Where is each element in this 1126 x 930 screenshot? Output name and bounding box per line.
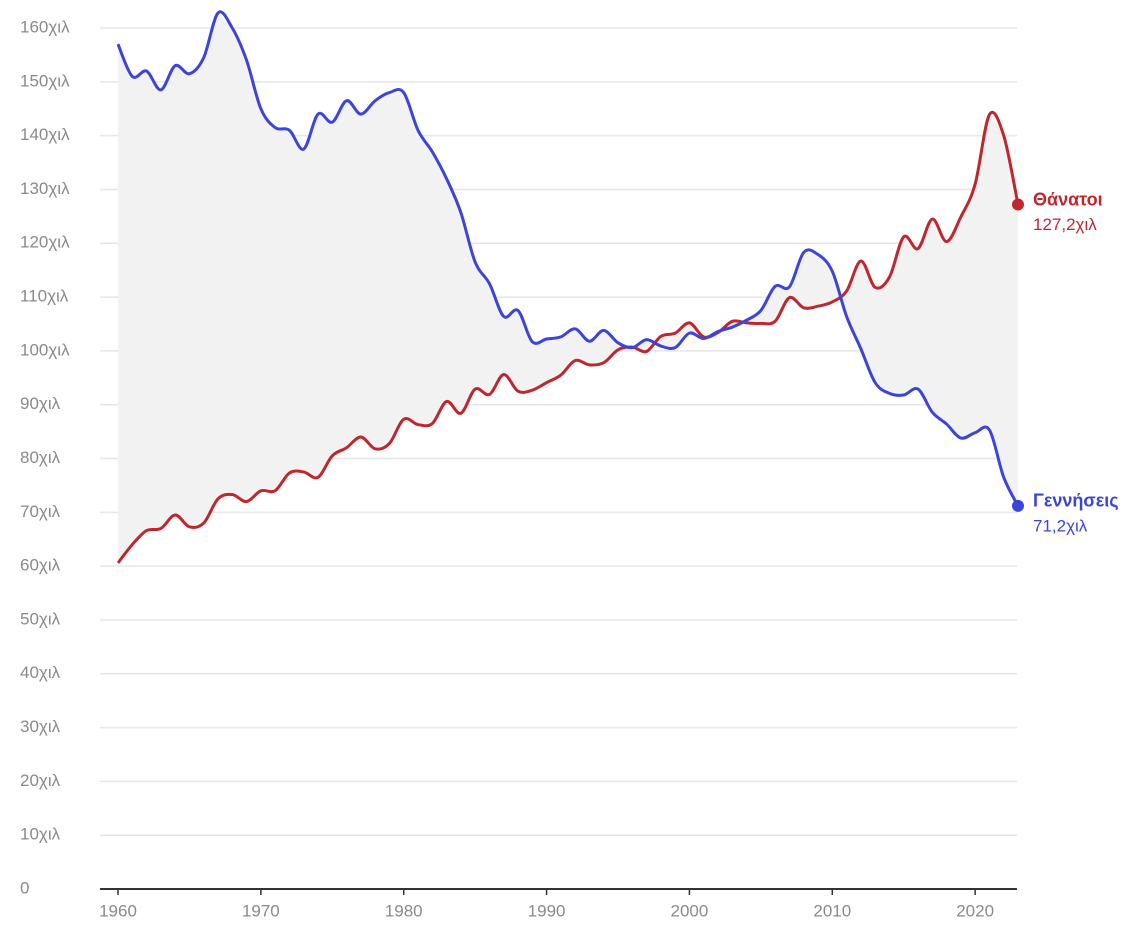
x-tick-label: 1970 — [242, 901, 280, 920]
x-tick-label: 1960 — [99, 901, 137, 920]
x-tick-label: 2000 — [671, 901, 709, 920]
y-tick-label: 30χιλ — [20, 717, 61, 736]
y-tick-label: 130χιλ — [20, 179, 70, 198]
y-tick-label: 60χιλ — [20, 556, 61, 575]
y-tick-label: 100χιλ — [20, 340, 70, 359]
line — [116, 110, 1020, 564]
y-tick-label: 160χιλ — [20, 17, 70, 36]
y-tick-label: 0 — [20, 878, 29, 897]
y-tick-label: 10χιλ — [20, 825, 61, 844]
y-tick-label: 110χιλ — [20, 287, 69, 306]
difference-area — [118, 12, 1018, 563]
value-label: 127,2χιλ — [1033, 215, 1097, 234]
legend-label: Θάνατοι — [1033, 189, 1103, 209]
x-tick-label: 1990 — [528, 901, 566, 920]
y-tick-label: 70χιλ — [20, 502, 61, 521]
y-tick-label: 50χιλ — [20, 609, 61, 628]
y-tick-label: 150χιλ — [20, 71, 70, 90]
legend-label: Γεννήσεις — [1033, 491, 1119, 511]
end-point — [1012, 198, 1024, 211]
y-tick-label: 90χιλ — [20, 394, 61, 413]
y-tick-label: 80χιλ — [20, 448, 61, 467]
y-tick-label: 140χιλ — [20, 125, 70, 144]
end-point — [1012, 499, 1024, 512]
value-label: 71,2χιλ — [1033, 516, 1088, 535]
x-tick-label: 2020 — [956, 901, 994, 920]
x-tick-label: 2010 — [813, 901, 851, 920]
x-tick-label: 1980 — [385, 901, 423, 920]
y-tick-label: 120χιλ — [20, 233, 70, 252]
y-tick-label: 40χιλ — [20, 663, 61, 682]
line — [116, 10, 1020, 507]
y-tick-label: 20χιλ — [20, 771, 61, 790]
